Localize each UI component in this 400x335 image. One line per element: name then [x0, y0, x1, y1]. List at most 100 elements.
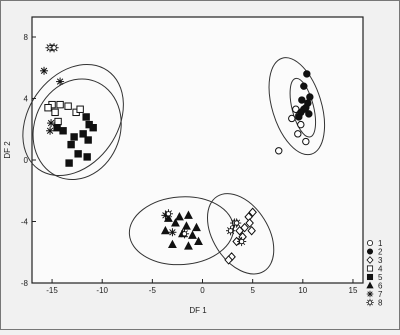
- data-point-series-5: [59, 127, 67, 135]
- marker-stroke: [40, 67, 48, 74]
- x-tick-label: 0: [200, 286, 205, 295]
- marker-stroke: [46, 127, 54, 134]
- data-point-series-5: [89, 124, 97, 132]
- marker-shape: [302, 104, 310, 112]
- marker-shape: [245, 218, 254, 228]
- data-point-series-4: [51, 108, 59, 117]
- y-tick-label: -8: [21, 279, 29, 288]
- marker-shape: [65, 159, 73, 167]
- marker-shape: [275, 147, 283, 155]
- legend-item: 1: [366, 239, 383, 248]
- marker-shape: [192, 222, 201, 232]
- x-tick-label: -5: [149, 286, 157, 295]
- marker-shape: [305, 110, 313, 118]
- data-point-series-1: [297, 120, 305, 129]
- marker-shape: [44, 104, 52, 112]
- data-point-series-7: [168, 228, 177, 237]
- data-point-series-1: [288, 114, 296, 123]
- y-tick-label: 0: [24, 156, 29, 165]
- confidence-ellipse: [268, 57, 326, 156]
- data-point-series-8: [49, 43, 59, 53]
- data-point-series-4: [56, 100, 64, 109]
- legend-marker: [366, 239, 374, 247]
- data-point-series-5: [65, 159, 73, 167]
- ellipse-shape: [32, 78, 122, 181]
- data-point-series-2: [302, 104, 310, 112]
- marker-shape: [366, 265, 374, 272]
- marker-shape: [70, 133, 78, 141]
- marker-shape: [165, 211, 172, 217]
- data-point-series-6: [192, 222, 201, 232]
- data-point-series-5: [74, 150, 82, 158]
- legend-label: 3: [378, 256, 383, 265]
- data-point-series-5: [82, 113, 90, 121]
- data-point-series-1: [302, 137, 310, 146]
- y-axis-label: DF 2: [3, 141, 12, 159]
- marker-shape: [56, 100, 64, 109]
- data-point-series-5: [83, 153, 91, 161]
- data-point-series-3: [224, 255, 233, 265]
- legend-label: 2: [378, 248, 383, 257]
- marker-shape: [302, 137, 310, 146]
- marker-shape: [182, 221, 191, 230]
- marker-shape: [306, 93, 314, 101]
- ellipse-shape: [206, 193, 275, 275]
- data-point-series-6: [175, 212, 184, 221]
- marker-shape: [247, 225, 256, 236]
- data-point-series-5: [67, 140, 75, 149]
- legend-marker: [366, 298, 374, 307]
- x-axis-label: DF 1: [189, 306, 207, 315]
- data-point-series-2: [303, 70, 311, 78]
- data-point-series-2: [305, 110, 313, 118]
- x-tick-label: 15: [349, 286, 358, 295]
- marker-shape: [67, 140, 75, 149]
- data-point-series-2: [298, 96, 306, 104]
- x-tick-label: -10: [96, 286, 108, 295]
- data-point-series-7: [56, 77, 65, 86]
- legend-marker: [366, 256, 374, 264]
- marker-shape: [194, 236, 203, 245]
- confidence-ellipse: [206, 193, 275, 275]
- marker-shape: [248, 207, 257, 218]
- marker-stroke: [47, 119, 55, 127]
- legend-marker: [366, 248, 374, 255]
- data-point-series-6: [194, 236, 203, 245]
- legend-marker: [366, 290, 374, 298]
- data-point-series-6: [167, 239, 177, 249]
- marker-shape: [224, 255, 233, 265]
- marker-shape: [74, 150, 82, 158]
- data-point-series-6: [160, 225, 170, 235]
- data-point-series-5: [70, 133, 78, 141]
- marker-shape: [83, 153, 91, 161]
- data-point-series-7: [40, 66, 49, 75]
- marker-shape: [294, 130, 302, 138]
- marker-shape: [238, 238, 245, 245]
- marker-shape: [167, 239, 177, 249]
- marker-shape: [82, 113, 90, 121]
- marker-shape: [227, 228, 234, 234]
- marker-shape: [295, 113, 303, 121]
- legend-label: 1: [378, 239, 383, 248]
- legend-marker: [366, 265, 374, 272]
- legend-label: 5: [378, 273, 383, 282]
- marker-shape: [79, 130, 87, 138]
- marker-shape: [366, 273, 374, 281]
- marker-shape: [181, 231, 188, 237]
- marker-stroke: [169, 229, 176, 236]
- data-point-series-8: [179, 229, 190, 239]
- marker-shape: [59, 127, 67, 135]
- marker-shape: [89, 124, 97, 132]
- legend-item: 3: [366, 256, 383, 265]
- marker-shape: [160, 225, 170, 235]
- confidence-ellipse: [22, 63, 124, 177]
- marker-shape: [64, 102, 72, 110]
- data-point-series-6: [184, 210, 193, 219]
- data-point-series-3: [235, 225, 244, 236]
- point-layer: [40, 43, 314, 265]
- x-tick-label: -15: [46, 286, 58, 295]
- marker-shape: [84, 136, 92, 144]
- data-point-series-6: [182, 221, 191, 230]
- data-point-series-4: [54, 117, 62, 126]
